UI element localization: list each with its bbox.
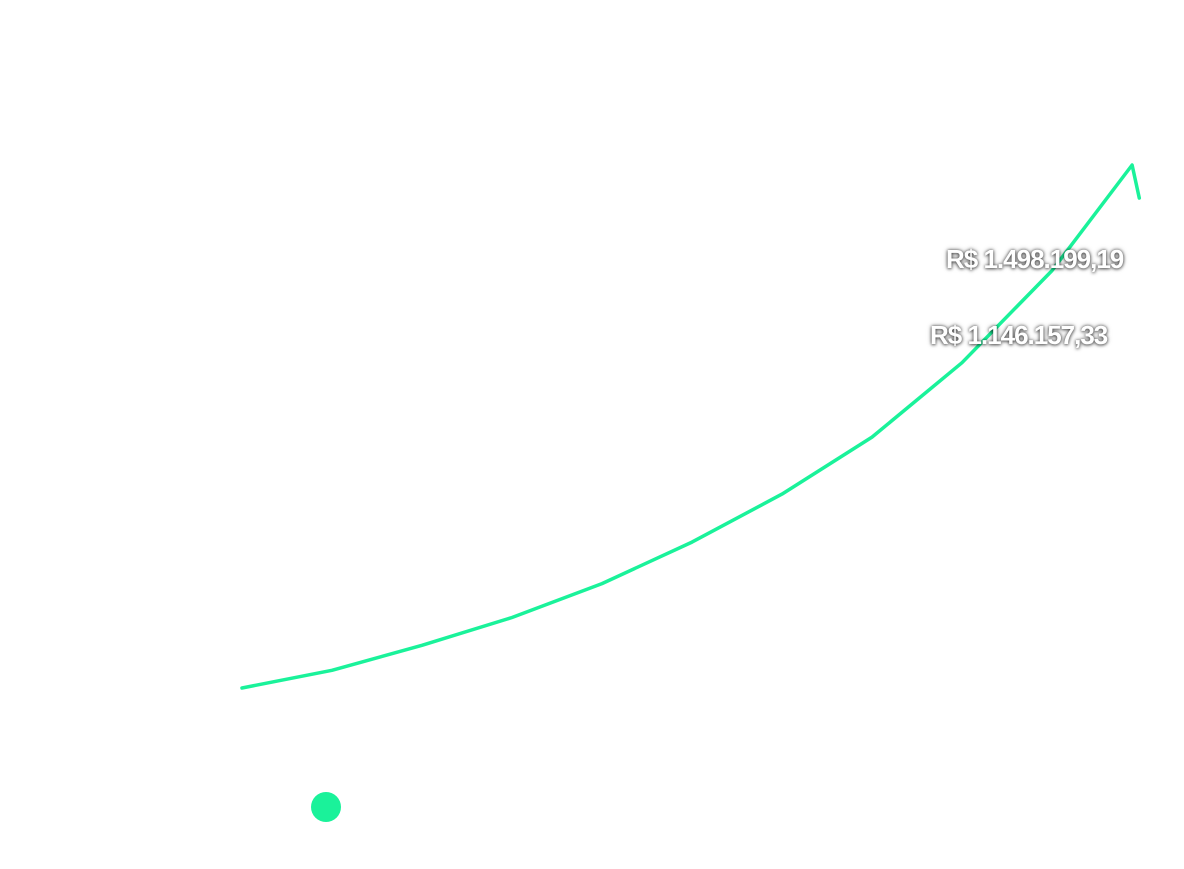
legend-marker (311, 792, 341, 822)
value-annotation-second: R$ 1.146.157,33 (930, 320, 1108, 350)
value-annotation-top: R$ 1.498.199,19 (946, 244, 1124, 274)
series-layer (240, 163, 1142, 690)
series-line-0 (240, 163, 1142, 690)
